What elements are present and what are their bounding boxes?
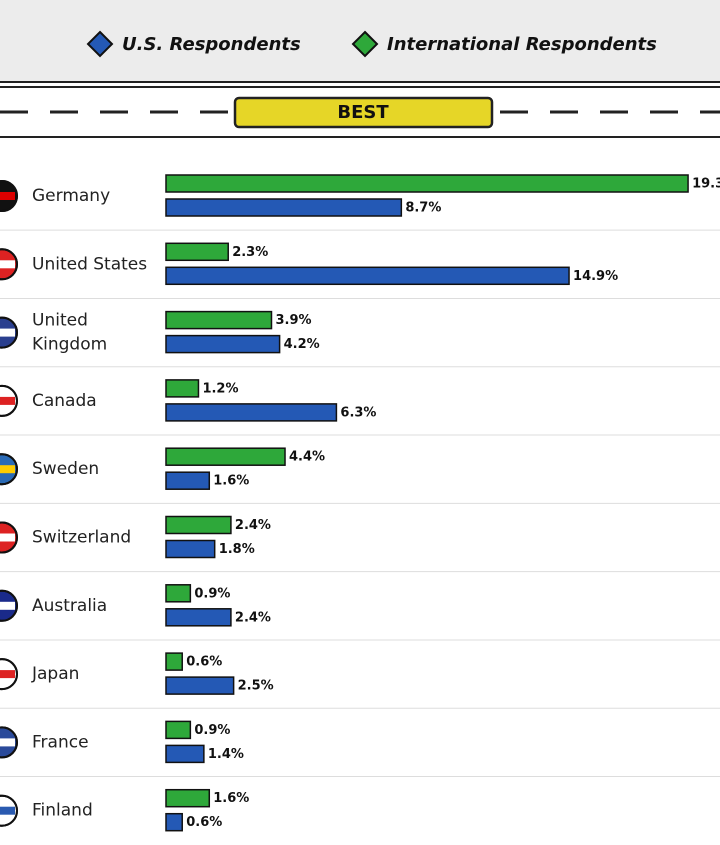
flag-stripe <box>0 260 15 269</box>
category-label: Germany <box>32 186 110 206</box>
value-label: 4.4% <box>289 450 325 465</box>
flag-stripe <box>0 601 15 610</box>
bar <box>165 539 216 559</box>
bar <box>165 198 403 217</box>
bar <box>165 447 286 466</box>
category-label: Japan <box>31 664 79 684</box>
flag-ring <box>0 726 18 759</box>
best-badge <box>233 96 494 129</box>
flag-ring <box>0 248 18 281</box>
legend-swatch <box>351 30 379 58</box>
value-label: 2.3% <box>232 245 268 260</box>
bar <box>165 608 232 627</box>
flag-ring <box>0 794 18 827</box>
value-label: 14.9% <box>573 269 618 284</box>
category-line: United <box>32 311 93 331</box>
category-label: France <box>32 732 89 752</box>
bar <box>165 242 229 262</box>
flag-stripe <box>0 533 15 542</box>
value-label: 0.6% <box>186 655 222 670</box>
flag-ring <box>0 589 18 622</box>
badge-label: BEST <box>337 102 389 123</box>
flag-stripe <box>0 806 15 815</box>
value-label: 1.4% <box>208 747 244 762</box>
flag-ring <box>0 384 18 417</box>
bar <box>165 334 281 354</box>
bar <box>165 471 211 490</box>
value-label: 19.3% <box>692 177 720 192</box>
flag-stripe <box>0 328 15 337</box>
category-label: Canada <box>32 391 97 411</box>
bar <box>165 788 211 808</box>
bar <box>165 744 205 764</box>
category-label: Sweden <box>32 459 99 479</box>
flag-ring <box>0 453 18 486</box>
value-label: 1.6% <box>213 791 249 806</box>
flag-stripe <box>0 192 15 200</box>
value-label: 1.6% <box>213 474 249 489</box>
bar <box>165 310 273 330</box>
bar <box>165 403 338 422</box>
value-label: 2.4% <box>235 518 271 533</box>
bar <box>165 174 689 193</box>
flag-ring <box>0 521 18 554</box>
bar <box>165 584 192 603</box>
flag-stripe <box>0 396 15 405</box>
value-label: 0.9% <box>194 586 230 601</box>
legend-label: U.S. Respondents <box>122 34 301 55</box>
bar <box>165 266 570 286</box>
bar <box>165 812 183 832</box>
bar <box>165 515 232 535</box>
value-label: 0.9% <box>194 723 230 738</box>
category-label: Australia <box>32 596 107 616</box>
category-label: Switzerland <box>32 528 131 548</box>
category-label: Finland <box>32 801 93 821</box>
category-label: United States <box>32 254 147 274</box>
value-label: 8.7% <box>405 201 441 216</box>
value-label: 3.9% <box>275 313 311 328</box>
bar <box>165 720 192 740</box>
category-label: United Kingdom <box>32 311 107 355</box>
bar <box>165 379 200 398</box>
flag-ring <box>0 316 18 349</box>
legend-swatch <box>86 30 114 58</box>
flag-stripe <box>0 465 15 474</box>
flag-stripe <box>0 738 15 747</box>
value-label: 2.5% <box>238 679 274 694</box>
category-line: Kingdom <box>32 335 107 355</box>
flag-stripe <box>0 670 15 679</box>
value-label: 0.6% <box>186 815 222 830</box>
value-label: 1.2% <box>202 381 238 396</box>
flag-ring <box>0 658 18 691</box>
value-label: 6.3% <box>340 405 376 420</box>
value-label: 4.2% <box>284 337 320 352</box>
bar <box>165 652 183 671</box>
value-label: 1.8% <box>219 542 255 557</box>
flag-ring <box>0 180 18 212</box>
legend-label: International Respondents <box>387 34 657 55</box>
bar <box>165 676 235 695</box>
value-label: 2.4% <box>235 610 271 625</box>
